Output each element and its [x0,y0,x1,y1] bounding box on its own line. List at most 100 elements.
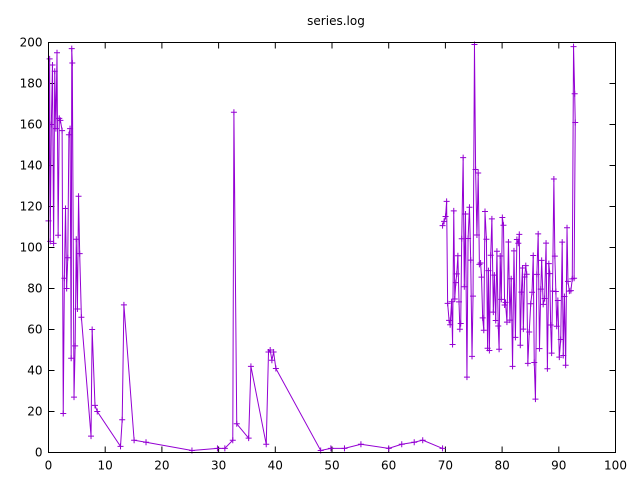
data-point [341,445,348,452]
x-tick-label: 40 [268,459,283,473]
noise-point [486,347,493,354]
data-point [67,125,74,132]
chart-title: series.log [307,14,365,28]
y-tick-label: 40 [27,364,42,378]
y-tick-label: 140 [20,159,43,173]
noise-point [564,224,571,231]
data-point [94,408,101,415]
noise-point [524,360,531,367]
data-point [267,347,274,353]
noise-point [531,359,538,366]
noise-point [515,240,522,247]
data-point [91,402,98,409]
noise-point [550,176,557,183]
data-point [65,131,72,138]
noise-point [495,322,502,329]
y-tick-label: 200 [20,36,43,50]
x-tick-label: 0 [45,459,53,473]
noise-point [564,278,571,285]
noise-point [538,257,545,264]
noise-point [516,231,523,238]
noise-point [571,90,578,97]
noise-point [506,317,513,324]
noise-point [527,300,534,307]
data-point [57,117,64,124]
noise-point [466,204,473,211]
data-point [68,355,75,362]
data-point [214,445,221,452]
noise-point [461,283,468,290]
data-point [74,306,81,312]
y-tick-label: 60 [27,323,42,337]
noise-point [481,208,488,215]
noise-point [469,353,476,360]
noise-point [510,247,517,254]
data-point [63,285,70,292]
x-tick-label: 10 [98,459,113,473]
noise-point [477,259,484,266]
data-point [131,437,138,444]
noise-point [551,253,558,260]
data-point [71,394,78,401]
noise-point [570,43,577,50]
data-point [88,433,95,440]
noise-point [540,301,547,308]
x-tick-label: 80 [494,459,509,473]
noise-point [556,354,563,361]
axis-ticks: 0 10 20 30 40 50 60 70 80 90 100 0 20 40 60 80 100 120 140… [20,36,627,473]
noise-point [535,230,542,237]
noise-point [543,240,550,247]
data-point [398,441,405,448]
noise-point [567,287,574,294]
noise-point [547,322,554,329]
x-tick-label: 20 [154,459,169,473]
noise-point [502,299,509,306]
noise-point [467,257,474,264]
noise-point [541,295,548,302]
y-tick-label: 0 [35,446,43,460]
noise-point [536,345,543,352]
noise-cluster-line [442,44,576,400]
noise-point [519,264,526,271]
data-point [419,437,426,444]
noise-point [520,326,527,333]
data-point [119,416,126,423]
data-point [221,445,228,452]
noise-point [572,119,579,126]
noise-point [492,317,499,324]
noise-point [501,302,508,309]
data-point [357,441,364,448]
noise-point [493,248,500,255]
noise-point [444,300,451,307]
data-point [60,410,67,417]
data-point [59,127,66,134]
noise-point [451,295,458,302]
data-point [439,445,446,452]
noise-point [560,352,567,359]
noise-point [546,270,553,277]
data-point [89,326,96,333]
noise-point [485,267,492,274]
noise-point [443,198,450,205]
noise-point [523,271,530,278]
noise-point [559,239,566,246]
noise-point [530,252,537,259]
noise-point [483,236,490,243]
noise-point [496,346,503,353]
noise-point [475,169,482,176]
noise-point [458,235,465,242]
noise-point [544,365,551,372]
noise-point [517,342,524,349]
data-point [62,205,69,212]
data-point [48,121,55,128]
noise-point [442,213,449,220]
data-point [268,357,275,364]
noise-point [505,238,512,245]
data-point [247,363,254,370]
noise-point [500,222,507,229]
data-point [54,49,61,56]
y-tick-label: 120 [20,200,43,214]
data-point [327,445,334,452]
noise-point [488,215,495,222]
